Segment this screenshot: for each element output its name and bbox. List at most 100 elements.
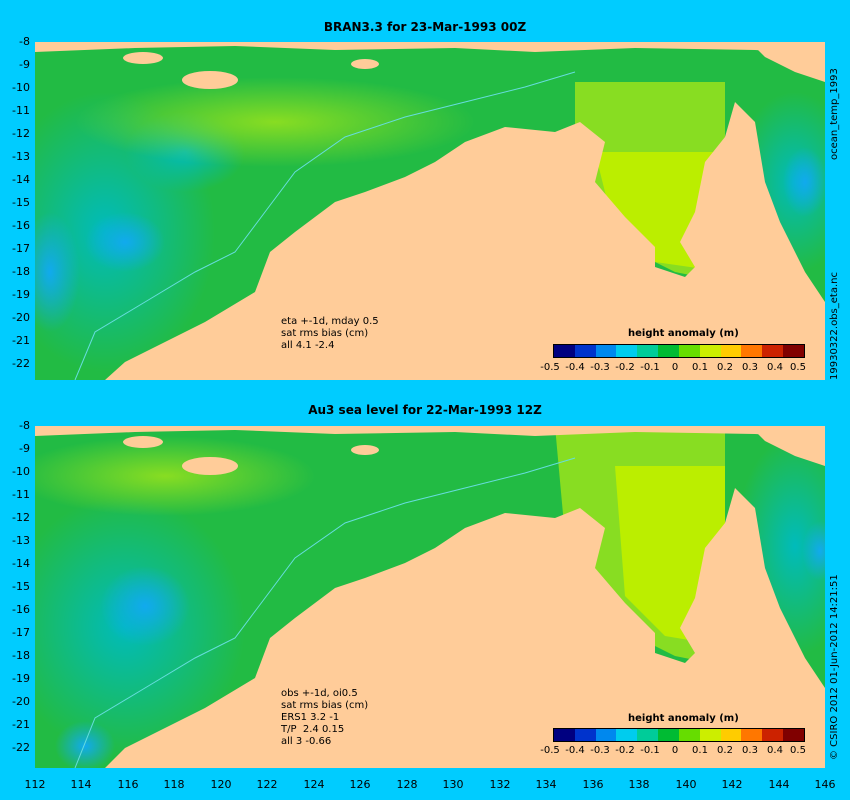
side-label-bottom: © CSIRO 2012 01-Jun-2012 14:21:51 xyxy=(829,574,840,760)
colorbar-tick: 0.4 xyxy=(767,362,783,373)
lat-tick: -16 xyxy=(12,219,30,232)
lon-tick: 120 xyxy=(210,778,232,791)
note-line: T/P 2.4 0.15 xyxy=(281,724,345,735)
lon-tick: 130 xyxy=(442,778,464,791)
colorbar-tick: -0.2 xyxy=(615,745,635,756)
lon-tick: 146 xyxy=(814,778,836,791)
lat-tick: -11 xyxy=(12,488,30,501)
lon-tick: 134 xyxy=(535,778,557,791)
colorbar-swatch xyxy=(699,345,721,357)
colorbar-swatch xyxy=(783,345,804,357)
colorbar-swatch xyxy=(616,345,638,357)
lat-tick: -19 xyxy=(12,672,30,685)
colorbar-tick: -0.1 xyxy=(640,745,660,756)
colorbar-tick: -0.2 xyxy=(615,362,635,373)
colorbar-tick: 0.1 xyxy=(692,362,708,373)
lat-tick: -12 xyxy=(12,511,30,524)
lat-tick: -8 xyxy=(19,419,30,432)
colorbar-tick: 0.2 xyxy=(717,362,733,373)
lon-tick: 126 xyxy=(349,778,371,791)
panel1-colorbar xyxy=(553,344,805,358)
colorbar-swatch xyxy=(637,729,659,741)
lon-tick: 116 xyxy=(117,778,139,791)
colorbar-tick: 0.3 xyxy=(742,362,758,373)
lon-tick: 124 xyxy=(303,778,325,791)
lat-tick: -20 xyxy=(12,695,30,708)
lon-tick: 140 xyxy=(675,778,697,791)
lat-tick: -8 xyxy=(19,35,30,48)
colorbar-swatch xyxy=(741,729,763,741)
colorbar-swatch xyxy=(720,345,742,357)
lat-tick: -9 xyxy=(19,442,30,455)
colorbar-swatch xyxy=(783,729,804,741)
colorbar-swatch xyxy=(658,729,679,741)
panel2-colorbar xyxy=(553,728,805,742)
side-label-middle: 19930322.obs_eta.nc xyxy=(829,272,840,380)
colorbar-swatch xyxy=(595,729,617,741)
panel1-colorbar-title: height anomaly (m) xyxy=(628,328,739,339)
lon-tick: 144 xyxy=(768,778,790,791)
colorbar-tick: -0.1 xyxy=(640,362,660,373)
lon-tick: 138 xyxy=(628,778,650,791)
lat-tick: -10 xyxy=(12,465,30,478)
lat-tick: -15 xyxy=(12,580,30,593)
colorbar-swatch xyxy=(678,729,700,741)
lat-tick: -16 xyxy=(12,603,30,616)
lat-tick: -22 xyxy=(12,357,30,370)
colorbar-swatch xyxy=(762,729,784,741)
panel2-colorbar-title: height anomaly (m) xyxy=(628,713,739,724)
panel2-map xyxy=(5,426,850,771)
colorbar-tick: -0.5 xyxy=(540,362,560,373)
note-line: sat rms bias (cm) xyxy=(281,700,369,711)
lat-tick: -18 xyxy=(12,265,30,278)
colorbar-swatch xyxy=(678,345,700,357)
lat-tick: -15 xyxy=(12,196,30,209)
colorbar-swatch xyxy=(720,729,742,741)
lat-tick: -21 xyxy=(12,334,30,347)
lat-tick: -17 xyxy=(12,242,30,255)
note-line: all 4.1 -2.4 xyxy=(281,340,335,351)
colorbar-swatch xyxy=(658,345,679,357)
lat-tick: -20 xyxy=(12,311,30,324)
lon-tick: 118 xyxy=(163,778,185,791)
colorbar-tick: 0.4 xyxy=(767,745,783,756)
colorbar-tick: 0.3 xyxy=(742,745,758,756)
lon-tick: 142 xyxy=(721,778,743,791)
lat-tick: -14 xyxy=(12,557,30,570)
colorbar-tick: 0.5 xyxy=(790,745,806,756)
colorbar-swatch xyxy=(637,345,659,357)
lat-tick: -13 xyxy=(12,150,30,163)
note-line: sat rms bias (cm) xyxy=(281,328,369,339)
colorbar-swatch xyxy=(554,345,575,357)
panel1-notes: eta +-1d, mday 0.5 sat rms bias (cm) all 4… xyxy=(281,316,379,352)
colorbar-swatch xyxy=(554,729,575,741)
lon-tick: 122 xyxy=(256,778,278,791)
colorbar-swatch xyxy=(574,345,596,357)
lat-tick: -12 xyxy=(12,127,30,140)
colorbar-tick: -0.3 xyxy=(590,745,610,756)
panel1-map xyxy=(0,42,850,381)
lat-tick: -22 xyxy=(12,741,30,754)
colorbar-swatch xyxy=(762,345,784,357)
lon-tick: 112 xyxy=(24,778,46,791)
lat-tick: -10 xyxy=(12,81,30,94)
lat-tick: -21 xyxy=(12,718,30,731)
colorbar-tick: 0 xyxy=(671,362,679,373)
lon-tick: 132 xyxy=(489,778,511,791)
lon-tick: 136 xyxy=(582,778,604,791)
colorbar-swatch xyxy=(574,729,596,741)
panel1-map-svg xyxy=(0,42,850,381)
colorbar-tick: -0.5 xyxy=(540,745,560,756)
panel2-title: Au3 sea level for 22-Mar-1993 12Z xyxy=(308,403,542,417)
panel2-notes: obs +-1d, oi0.5 sat rms bias (cm) ERS1 3.2… xyxy=(281,688,368,748)
lat-tick: -17 xyxy=(12,626,30,639)
colorbar-tick: 0 xyxy=(671,745,679,756)
colorbar-tick: 0.2 xyxy=(717,745,733,756)
note-line: obs +-1d, oi0.5 xyxy=(281,688,358,699)
lat-tick: -13 xyxy=(12,534,30,547)
colorbar-tick: -0.4 xyxy=(565,362,585,373)
colorbar-tick: 0.1 xyxy=(692,745,708,756)
lat-tick: -19 xyxy=(12,288,30,301)
colorbar-swatch xyxy=(741,345,763,357)
colorbar-swatch xyxy=(595,345,617,357)
